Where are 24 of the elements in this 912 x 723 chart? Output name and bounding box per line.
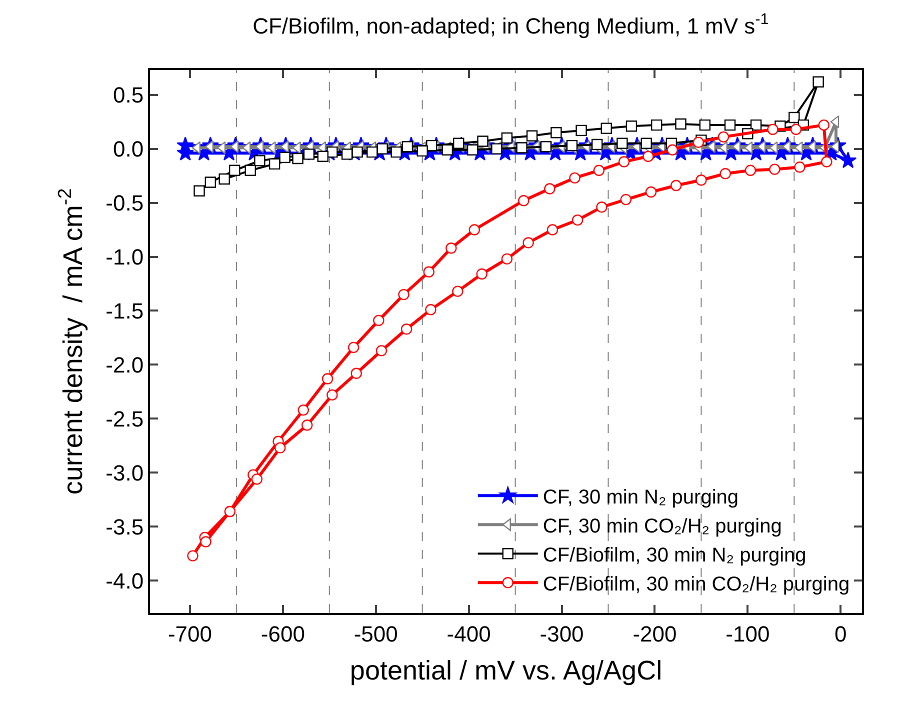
x-tick-label: -300 xyxy=(540,621,584,646)
legend-label: CF/Biofilm, 30 min N₂ purging xyxy=(542,544,806,566)
chart-title: CF/Biofilm, non-adapted; in Cheng Medium, 1 mV s$^{-1}$ xyxy=(252,11,769,38)
y-tick-label: 0.5 xyxy=(113,82,144,108)
y-tick-label: -1.0 xyxy=(106,244,144,270)
legend-label: CF/Biofilm, 30 min CO₂/H₂ purging xyxy=(542,573,850,596)
x-tick-label: -500 xyxy=(354,621,398,646)
x-axis-title: potential / mV vs. Ag/AgCl xyxy=(350,655,662,686)
legend-label: CF, 30 min CO₂/H₂ purging xyxy=(542,515,782,538)
y-tick-label: -3.5 xyxy=(106,514,144,540)
y-tick-label: -2.5 xyxy=(106,406,144,432)
y-tick-label: -3.0 xyxy=(106,460,144,486)
y-tick-label: 0.0 xyxy=(113,136,144,162)
x-tick-label: -100 xyxy=(726,621,770,646)
legend-label: CF, 30 min N₂ purging xyxy=(542,486,739,508)
y-tick-label: -4.0 xyxy=(106,568,144,594)
x-tick-label: 0 xyxy=(834,621,847,646)
x-tick-label: -200 xyxy=(632,621,677,646)
x-tick-label: -600 xyxy=(260,621,305,646)
x-tick-label: -400 xyxy=(446,621,491,646)
y-tick-label: -0.5 xyxy=(106,190,144,216)
y-tick-label: -1.5 xyxy=(106,298,144,324)
y-tick-label: -2.0 xyxy=(106,352,144,378)
x-tick-label: -700 xyxy=(168,621,212,646)
